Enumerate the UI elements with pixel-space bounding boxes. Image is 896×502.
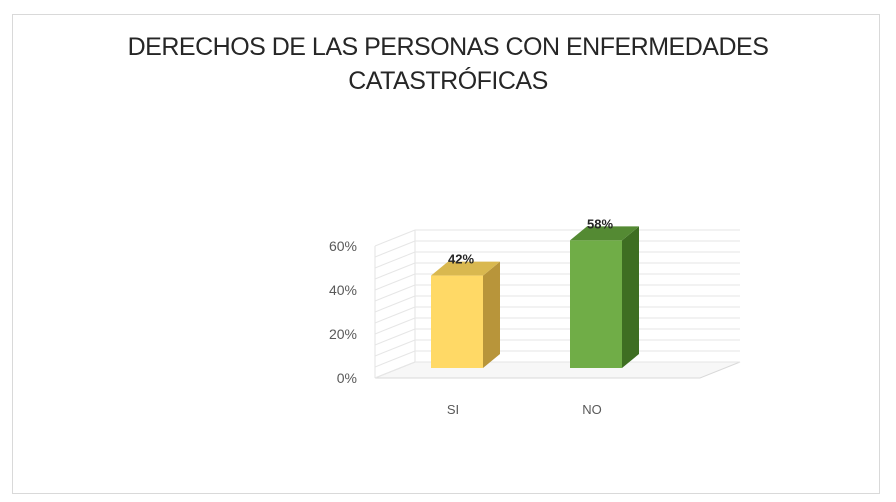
y-tick-label: 20%	[329, 326, 357, 342]
bar-top-si	[431, 261, 500, 276]
y-tick-label: 60%	[329, 238, 357, 254]
chart-floor	[374, 361, 741, 379]
bar-si	[431, 275, 483, 368]
chart-title-line-1: DERECHOS DE LAS PERSONAS CON ENFERMEDADE…	[127, 33, 769, 61]
gridline-side	[374, 240, 416, 258]
x-tick-label-no: NO	[582, 402, 602, 417]
bar-side-si	[483, 261, 500, 368]
chart-frame	[12, 14, 880, 494]
data-label-si: 42%	[448, 252, 474, 267]
gridline-side	[374, 328, 416, 346]
bar-no	[570, 240, 622, 368]
gridline-side	[374, 350, 416, 368]
bar-side-no	[622, 226, 639, 368]
gridline-side	[374, 361, 416, 379]
gridline-side	[374, 273, 416, 291]
data-label-no: 58%	[587, 216, 613, 231]
gridline-side	[374, 317, 416, 335]
gridline-side	[374, 295, 416, 313]
gridline-side	[374, 339, 416, 357]
gridline-side	[374, 306, 416, 324]
gridline-side	[374, 229, 416, 247]
chart-title-line-2: CATASTRÓFICAS	[348, 67, 548, 95]
gridline-side	[374, 251, 416, 269]
chart-title: DERECHOS DE LAS PERSONAS CON ENFERMEDADE…	[0, 30, 896, 98]
y-tick-label: 40%	[329, 282, 357, 298]
x-tick-label-si: SI	[447, 402, 459, 417]
y-tick-label: 0%	[337, 370, 357, 386]
gridline-side	[374, 262, 416, 280]
gridline-side	[374, 284, 416, 302]
bar-top-no	[570, 226, 639, 241]
